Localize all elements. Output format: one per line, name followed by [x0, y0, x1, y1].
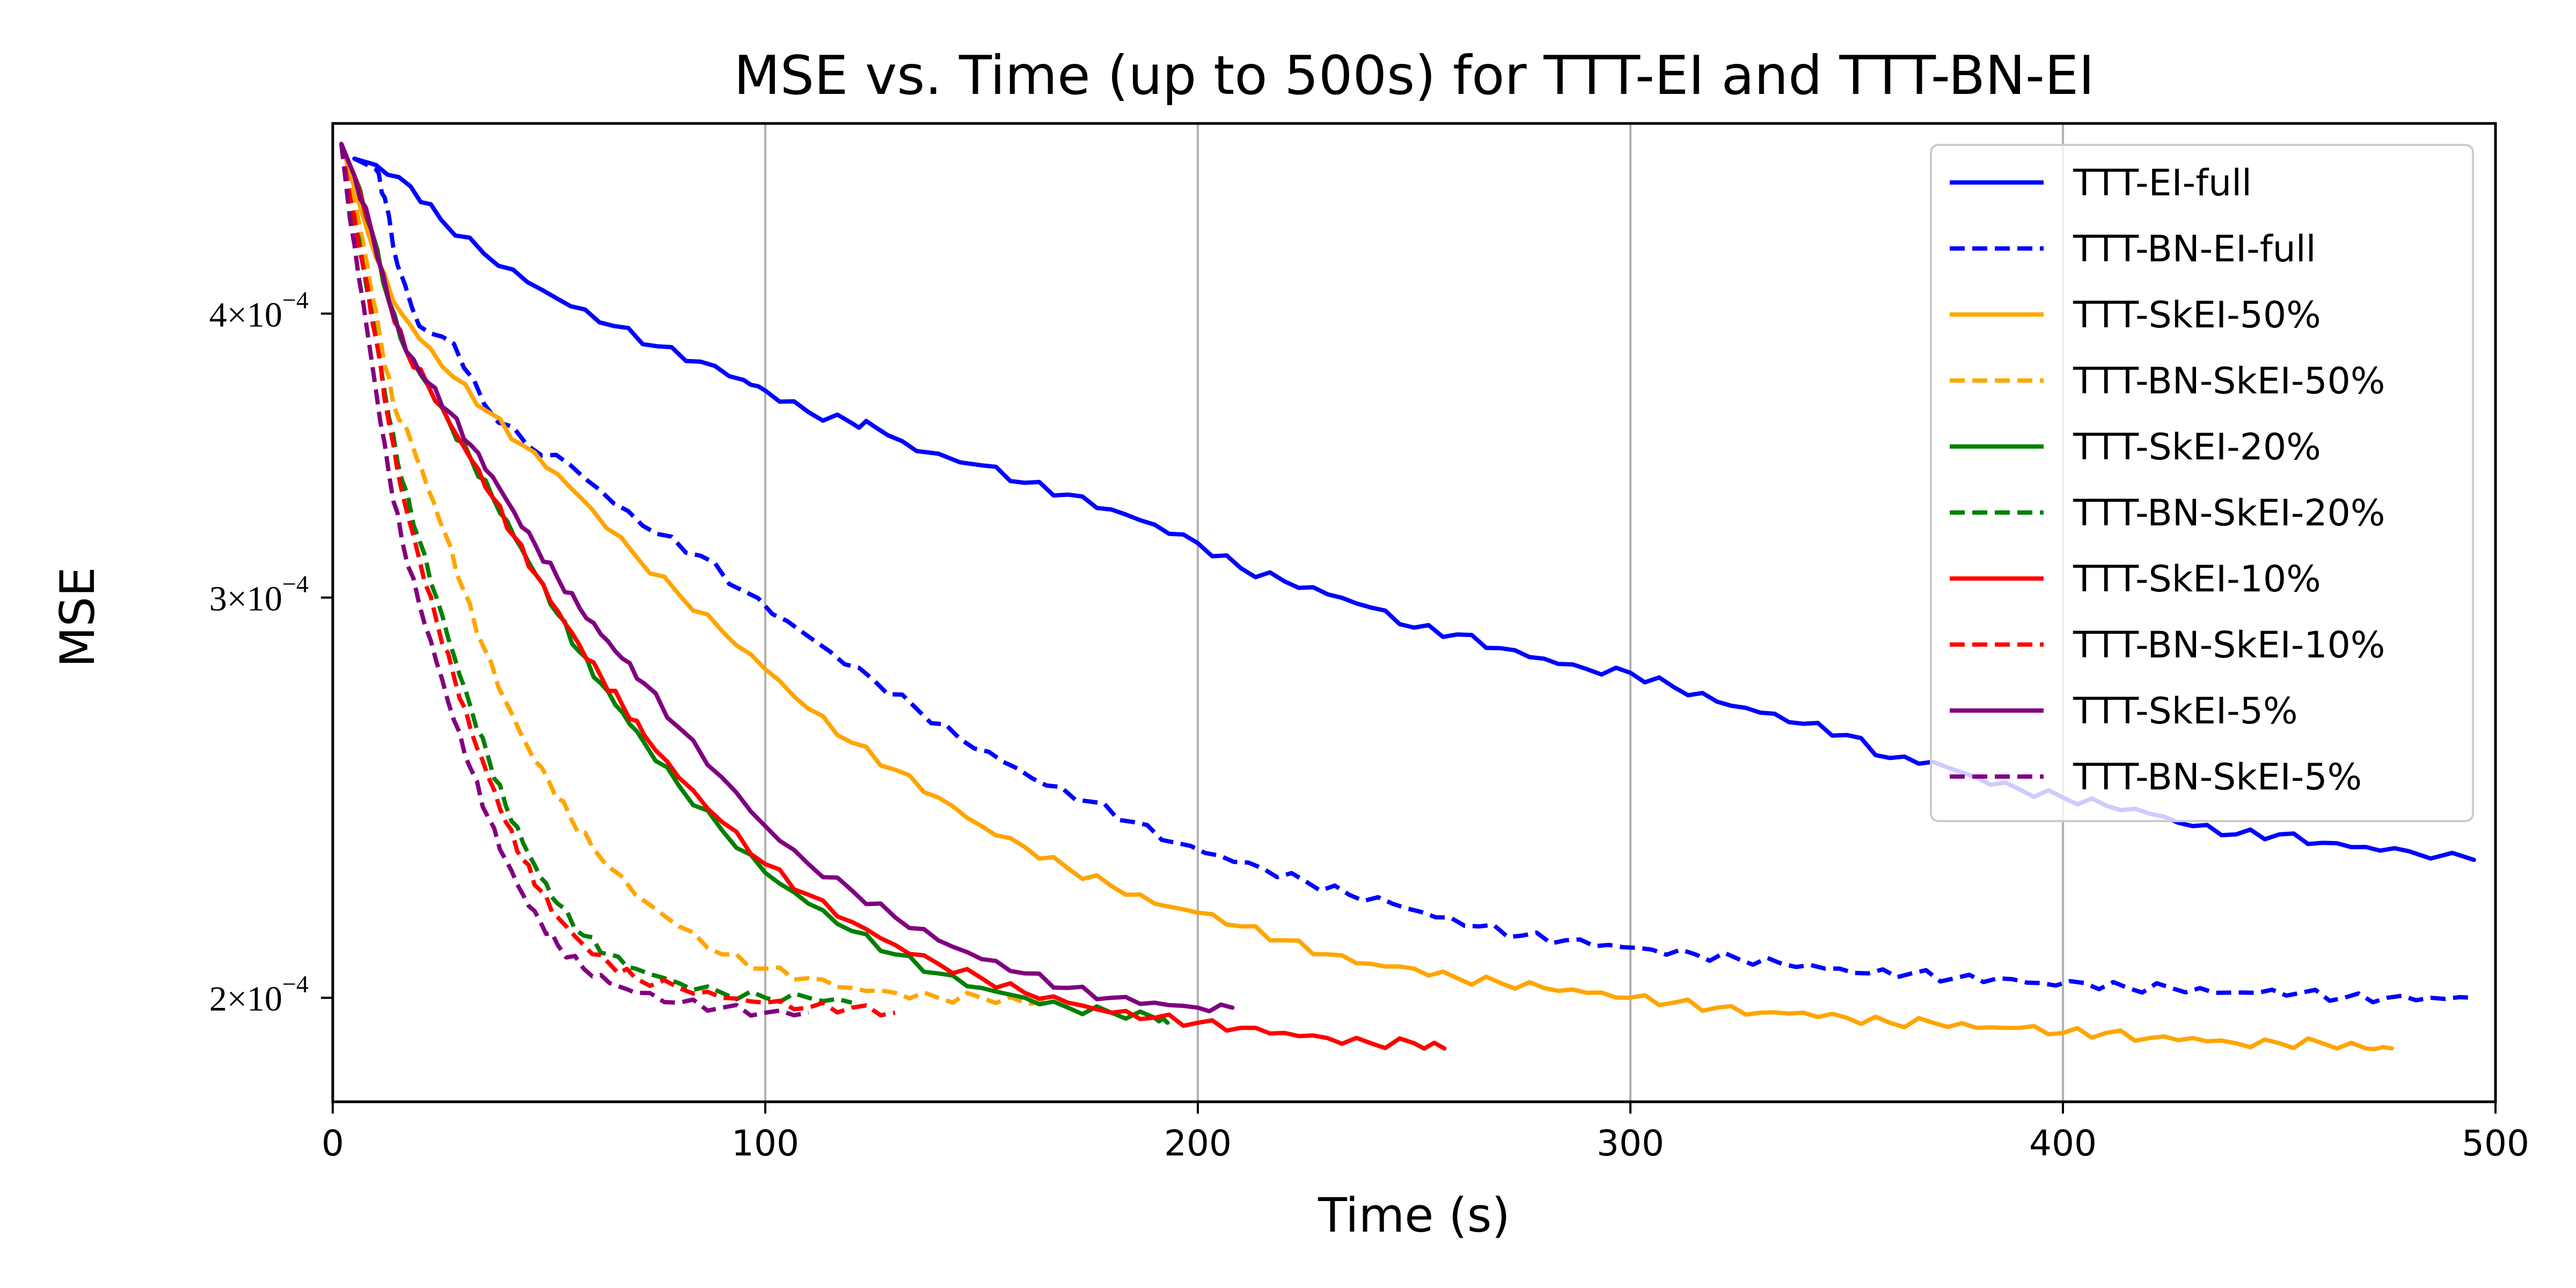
- legend-box: [1930, 144, 2474, 822]
- chart-title: MSE vs. Time (up to 500s) for TTT-EI and…: [734, 44, 2094, 107]
- x-tick-label: 0: [321, 1123, 344, 1164]
- legend-label: TTT-SkEI-20%: [2073, 426, 2321, 469]
- legend-label: TTT-BN-EI-full: [2073, 228, 2316, 270]
- y-tick-base: 10: [247, 295, 282, 334]
- legend-label: TTT-BN-SkEI-10%: [2073, 624, 2385, 667]
- y-tick-exponent: −4: [282, 970, 309, 998]
- series-group: [339, 142, 2476, 1051]
- y-tick-times: ×: [227, 295, 247, 334]
- y-tick-mantissa: 2: [209, 979, 227, 1019]
- y-tick-label: 3×10−4: [209, 570, 309, 618]
- series-line-ttt-skei-50-: [339, 142, 2394, 1051]
- x-axis: 0 100 200 300 400 500: [321, 1102, 2529, 1164]
- legend-label: TTT-BN-SkEI-20%: [2073, 492, 2385, 535]
- series-line-ttt-bn-ei-full: [353, 157, 2474, 1005]
- y-tick-label: 4×10−4: [209, 286, 309, 334]
- legend-label: TTT-BN-SkEI-5%: [2073, 756, 2362, 799]
- y-tick-exponent: −4: [282, 570, 309, 597]
- legend-label: TTT-EI-full: [2073, 162, 2252, 204]
- x-tick-label: 200: [1164, 1123, 1232, 1164]
- y-tick-label: 2×10−4: [209, 970, 309, 1019]
- series-line-ttt-skei-5-: [339, 142, 1235, 1014]
- series-line-ttt-bn-skei-50-: [339, 143, 1047, 1006]
- legend: TTT-EI-full TTT-BN-EI-full TTT-SkEI-50% TTT…: [1930, 144, 2474, 822]
- y-tick-exponent: −4: [282, 286, 309, 313]
- x-tick-label: 300: [1597, 1123, 1664, 1164]
- y-tick-times: ×: [227, 579, 247, 618]
- y-tick-mantissa: 4: [209, 295, 227, 334]
- legend-label: TTT-SkEI-50%: [2073, 294, 2321, 336]
- y-tick-times: ×: [227, 979, 247, 1019]
- y-axis: 2×10−43×10−44×10−4: [209, 286, 333, 1019]
- x-tick-label: 400: [2029, 1123, 2097, 1164]
- legend-label: TTT-SkEI-10%: [2073, 558, 2321, 601]
- x-tick-label: 100: [731, 1123, 799, 1164]
- legend-label: TTT-SkEI-5%: [2073, 690, 2298, 733]
- y-tick-mantissa: 3: [209, 579, 227, 618]
- series-line-ttt-bn-skei-10-: [339, 143, 896, 1018]
- series-layer: [339, 142, 2476, 1051]
- y-axis-label: MSE: [50, 567, 105, 667]
- y-tick-base: 10: [247, 579, 282, 618]
- x-tick-label: 500: [2462, 1123, 2529, 1164]
- legend-label: TTT-BN-SkEI-50%: [2073, 360, 2385, 402]
- plot-frame: [331, 122, 2497, 1103]
- x-axis-label: Time (s): [1318, 1188, 1510, 1243]
- y-tick-base: 10: [247, 979, 282, 1019]
